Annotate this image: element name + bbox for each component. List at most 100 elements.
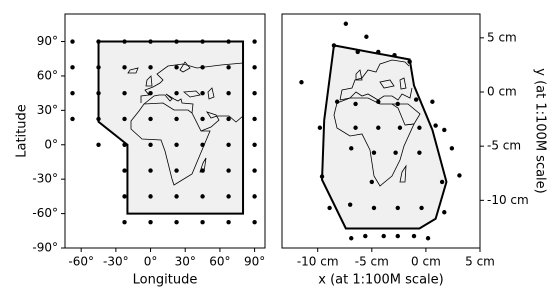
y-tick-label: 0 cm [487,85,517,99]
point [148,168,153,173]
point [226,219,231,225]
point [413,97,419,102]
point [122,116,127,122]
point [393,150,398,155]
point [226,65,231,70]
point [96,39,101,44]
point [148,39,153,44]
point [376,125,381,130]
region-boundary [321,44,448,230]
point [252,142,257,147]
point [327,205,332,211]
coastline [130,102,211,186]
point [433,123,438,128]
point [381,233,386,239]
point [174,219,179,225]
point [148,65,153,70]
point [174,194,179,199]
point [349,146,354,151]
point [200,116,205,122]
y-axis-label: y (at 1:100M scale) [533,68,548,193]
point [442,210,447,215]
y-tick-label: -60° [32,206,58,220]
y-tick-label: 0° [44,137,58,151]
point [70,90,75,96]
y-tick-label: 60° [37,68,58,82]
point [371,205,377,211]
coastline [127,61,215,173]
y-tick-label: 90° [37,34,58,48]
point [200,65,205,70]
point [252,116,257,122]
point [226,39,231,44]
y-tick-label: -5 cm [487,139,521,153]
point [122,90,127,96]
point [371,150,377,155]
point [200,39,205,44]
point [317,125,323,130]
y-axis-label: Latitude [15,104,30,158]
point [148,219,153,225]
coastlines [127,61,244,186]
coastline [355,69,407,183]
point [376,49,381,55]
point [349,236,354,241]
point [299,80,304,85]
left-panel: -60° -30° 0° 30° 60° 90° -90° -60° -30° 0° 30° 60° 9… [32,13,266,269]
point [395,205,400,211]
point [174,65,179,70]
point [392,52,397,58]
y-tick-label: 5 cm [487,30,517,44]
x-tick-label: 0 cm [411,255,441,269]
point [417,150,422,155]
point [122,194,127,199]
point [252,39,257,44]
point [200,142,205,147]
point [395,233,400,239]
point [331,43,337,48]
point [122,142,127,147]
point [355,49,360,55]
point [407,59,412,64]
point [226,142,231,147]
coastline [140,62,244,132]
point [417,125,422,130]
point [353,125,358,130]
point [122,65,127,70]
point [96,90,101,96]
x-tick-label: 90° [244,255,265,269]
point [395,101,400,107]
point [442,127,447,133]
point [174,116,179,122]
x-tick-label: -10 cm [297,255,339,269]
x-tick-label: -60° [68,255,94,269]
point [252,168,257,173]
point [411,233,417,239]
point [397,125,403,130]
point [174,168,179,173]
point [174,39,179,44]
x-tick-label: -30° [103,255,129,269]
point [200,90,205,96]
point [376,99,381,104]
point [439,179,445,185]
point [363,233,368,239]
point [174,142,179,147]
x-tick-label: 30° [175,255,196,269]
point [96,142,101,147]
coastline [339,59,421,126]
point [148,142,153,147]
y-tick-label: 30° [37,103,58,117]
point [334,99,340,104]
point [122,168,127,173]
axes-frame [64,13,266,249]
point [457,173,462,178]
point [226,116,231,122]
point [200,219,205,225]
point [148,90,153,96]
point [122,39,127,44]
point [353,101,358,107]
coastline [333,97,415,187]
